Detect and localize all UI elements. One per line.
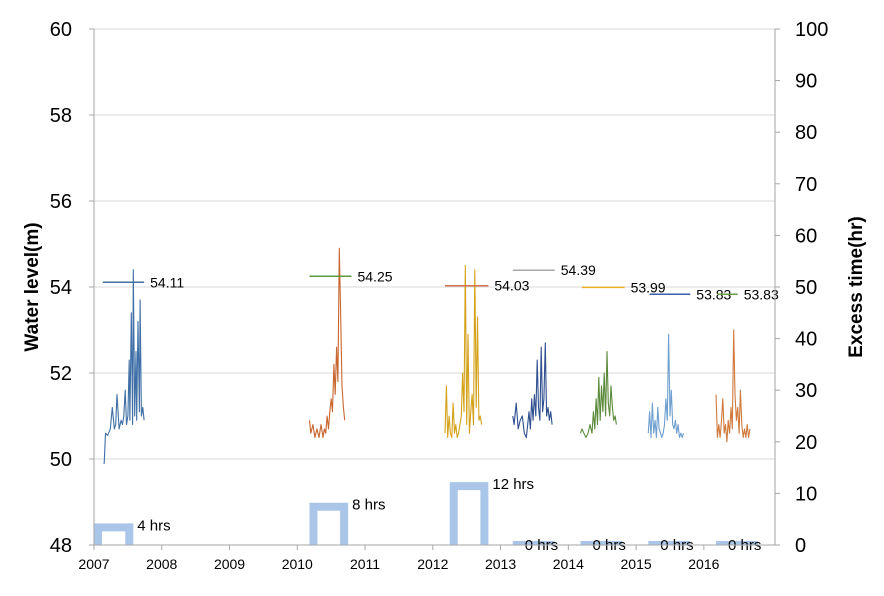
water-level-line xyxy=(647,333,685,439)
y2-tick-label: 0 xyxy=(795,535,806,557)
y2-tick-label: 70 xyxy=(795,174,817,196)
y-tick-label: 52 xyxy=(50,363,72,385)
gridlines xyxy=(94,28,775,460)
y-tick-label: 56 xyxy=(50,191,72,213)
y-tick-label: 54 xyxy=(50,277,72,299)
left-axis-ticks: 48 50 52 54 56 58 60 xyxy=(50,19,94,557)
water-level-line xyxy=(103,269,145,464)
peak-label: 54.25 xyxy=(357,268,392,284)
x-tick-label: 2010 xyxy=(282,556,313,572)
water-level-line xyxy=(512,342,553,439)
peak-label: 54.39 xyxy=(561,262,596,278)
excess-time-bar xyxy=(309,502,349,545)
peak-label: 53.99 xyxy=(631,279,666,295)
peak-label: 54.11 xyxy=(150,274,184,290)
x-tick-label: 2011 xyxy=(350,556,380,572)
y-tick-label: 48 xyxy=(50,535,72,557)
y-tick-label: 50 xyxy=(50,449,72,471)
excess-time-label: 12 hrs xyxy=(492,476,534,493)
x-axis-ticks: 2007 2008 2009 2010 2011 2012 2013 2014 2015 2016 xyxy=(78,545,720,572)
x-tick-label: 2016 xyxy=(688,556,719,572)
y2-axis-title: Excess time(hr) xyxy=(846,216,867,358)
y-tick-label: 58 xyxy=(50,105,72,127)
y-axis-title: Water level(m) xyxy=(22,222,43,351)
excess-time-label: 4 hrs xyxy=(137,517,170,534)
peak-label: 53.83 xyxy=(696,286,731,302)
x-tick-label: 2009 xyxy=(214,556,245,572)
peak-label: 54.03 xyxy=(494,278,529,294)
y2-tick-label: 20 xyxy=(795,432,817,454)
y2-tick-label: 10 xyxy=(795,483,817,505)
x-tick-label: 2014 xyxy=(553,556,584,572)
y2-tick-label: 90 xyxy=(795,71,817,93)
y2-tick-label: 50 xyxy=(795,277,817,299)
water-level-line xyxy=(444,264,483,439)
y2-tick-label: 100 xyxy=(795,19,828,41)
y2-tick-label: 30 xyxy=(795,380,817,402)
y2-tick-label: 60 xyxy=(795,225,817,247)
excess-time-bar xyxy=(449,482,489,545)
right-axis-ticks: 0 10 20 30 40 50 60 70 80 90 100 xyxy=(775,19,828,557)
y2-tick-label: 40 xyxy=(795,329,817,351)
x-tick-label: 2008 xyxy=(146,556,177,572)
peak-lines: 54.11 54.25 54.03 54.39 53.99 53.83 53.83 xyxy=(102,262,779,302)
x-tick-label: 2012 xyxy=(417,556,448,572)
y2-tick-label: 80 xyxy=(795,122,817,144)
x-tick-label: 2015 xyxy=(621,556,652,572)
excess-time-bar xyxy=(94,523,134,545)
excess-time-label: 8 hrs xyxy=(352,497,385,514)
water-level-line xyxy=(579,350,617,439)
y-tick-label: 60 xyxy=(50,19,72,41)
peak-label: 53.83 xyxy=(744,286,779,302)
water-level-line xyxy=(715,329,751,443)
water-level-line xyxy=(308,247,346,439)
x-tick-label: 2007 xyxy=(78,556,109,572)
water-level-series xyxy=(103,247,751,464)
x-tick-label: 2013 xyxy=(485,556,516,572)
